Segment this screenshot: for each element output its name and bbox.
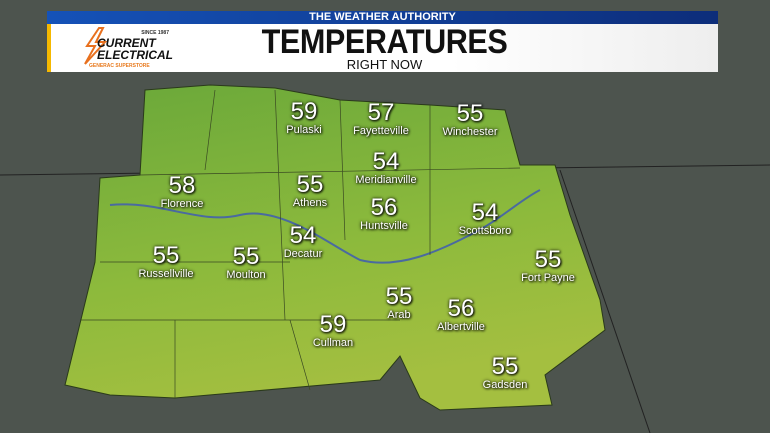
city-name: Athens [292,197,328,209]
city-name: Gadsden [482,379,528,391]
city-russellville: 55 Russellville [138,242,194,281]
state-border [559,169,651,433]
temperature: 54 [471,199,499,226]
lightning-bolt-icon [84,27,108,65]
city-moulton: 55 Moulton [226,243,266,282]
temperature: 55 [152,242,180,269]
temperature: 54 [372,148,400,175]
city-cullman: 59 Cullman [312,311,354,350]
temperature: 55 [534,246,562,273]
temperature: 56 [447,295,475,322]
city-scottsboro: 54 Scottsboro [458,199,512,238]
temperature: 55 [385,283,413,310]
city-name: Albertville [437,321,485,333]
city-name: Huntsville [360,220,408,232]
city-fort-payne: 55 Fort Payne [521,246,575,285]
city-name: Fort Payne [521,272,575,284]
city-athens: 55 Athens [292,171,328,210]
temperature: 59 [290,98,318,125]
temperature: 59 [319,311,347,338]
temperature: 55 [456,100,484,127]
city-name: Decatur [283,248,323,260]
temperature: 56 [370,194,398,221]
page-title: TEMPERATURES [261,23,508,61]
temperature: 55 [296,171,324,198]
city-florence: 58 Florence [160,172,204,211]
city-name: Meridianville [355,174,417,186]
coverage-region [64,84,606,411]
sponsor-name-1: CURRENT [97,36,156,50]
sponsor-name-2: ELECTRICAL [97,48,173,62]
city-name: Cullman [312,337,354,349]
page-subtitle: RIGHT NOW [346,57,423,72]
city-pulaski: 59 Pulaski [286,98,322,137]
title-banner: SINCE 1987 CURRENT ELECTRICAL GENERAC SU… [47,24,718,72]
city-name: Florence [160,198,204,210]
sponsor-logo: SINCE 1987 CURRENT ELECTRICAL GENERAC SU… [81,26,173,70]
city-name: Moulton [226,269,266,281]
network-banner: THE WEATHER AUTHORITY [47,11,718,24]
city-name: Winchester [442,126,498,138]
tennessee-river [109,189,541,264]
city-arab: 55 Arab [385,283,413,322]
city-meridianville: 54 Meridianville [355,148,417,187]
temperature: 57 [367,99,395,126]
city-name: Pulaski [286,124,322,136]
temperature: 58 [168,172,196,199]
sponsor-tagline: GENERAC SUPERSTORE [89,63,150,69]
city-name: Fayetteville [353,125,409,137]
city-name: Scottsboro [458,225,512,237]
temperature: 55 [232,243,260,270]
city-name: Arab [387,309,411,321]
city-name: Russellville [138,268,194,280]
city-fayetteville: 57 Fayetteville [353,99,409,138]
city-huntsville: 56 Huntsville [360,194,408,233]
city-winchester: 55 Winchester [442,100,498,139]
sponsor-since: SINCE 1987 [141,30,169,36]
temperature: 54 [289,222,317,249]
temperature: 55 [491,353,519,380]
city-albertville: 56 Albertville [437,295,485,334]
city-gadsden: 55 Gadsden [482,353,528,392]
county-borders [80,89,521,398]
city-decatur: 54 Decatur [283,222,323,261]
